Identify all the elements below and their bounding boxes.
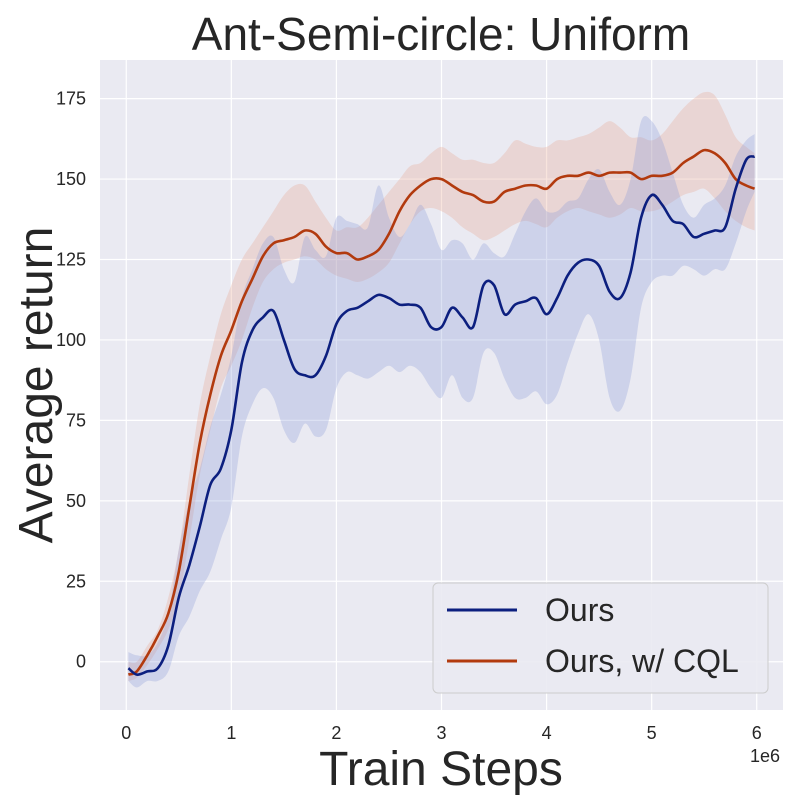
gridlines (100, 60, 783, 710)
y-tick-label: 50 (66, 491, 86, 511)
chart-title: Ant-Semi-circle: Uniform (192, 8, 690, 60)
legend-label-ours: Ours (545, 592, 614, 628)
y-tick-label: 25 (66, 571, 86, 591)
y-tick-label: 0 (76, 652, 86, 672)
tick-labels: 0 25 50 75 100 125 150 175 0 1 2 3 4 5 6 (56, 89, 762, 743)
series-line-ours (127, 155, 756, 676)
x-tick-label: 0 (121, 723, 131, 743)
x-tick-label: 6 (752, 723, 762, 743)
x-axis-label: Train Steps (319, 743, 563, 796)
y-tick-label: 100 (56, 330, 86, 350)
legend-label-ours-cql: Ours, w/ CQL (545, 643, 739, 679)
y-tick-label: 150 (56, 169, 86, 189)
y-tick-label: 175 (56, 89, 86, 109)
y-axis-label: Average return (10, 227, 63, 544)
x-tick-label: 1 (226, 723, 236, 743)
y-tick-label: 75 (66, 410, 86, 430)
series-lines (127, 148, 756, 676)
x-tick-label: 5 (647, 723, 657, 743)
x-tick-label: 4 (542, 723, 552, 743)
confidence-band-ours (128, 116, 755, 688)
x-tick-label: 3 (436, 723, 446, 743)
legend: Ours Ours, w/ CQL (432, 582, 769, 694)
series-line-ours-cql (127, 148, 756, 676)
x-tick-label: 2 (331, 723, 341, 743)
x-offset-label: 1e6 (750, 746, 780, 766)
y-tick-label: 125 (56, 250, 86, 270)
